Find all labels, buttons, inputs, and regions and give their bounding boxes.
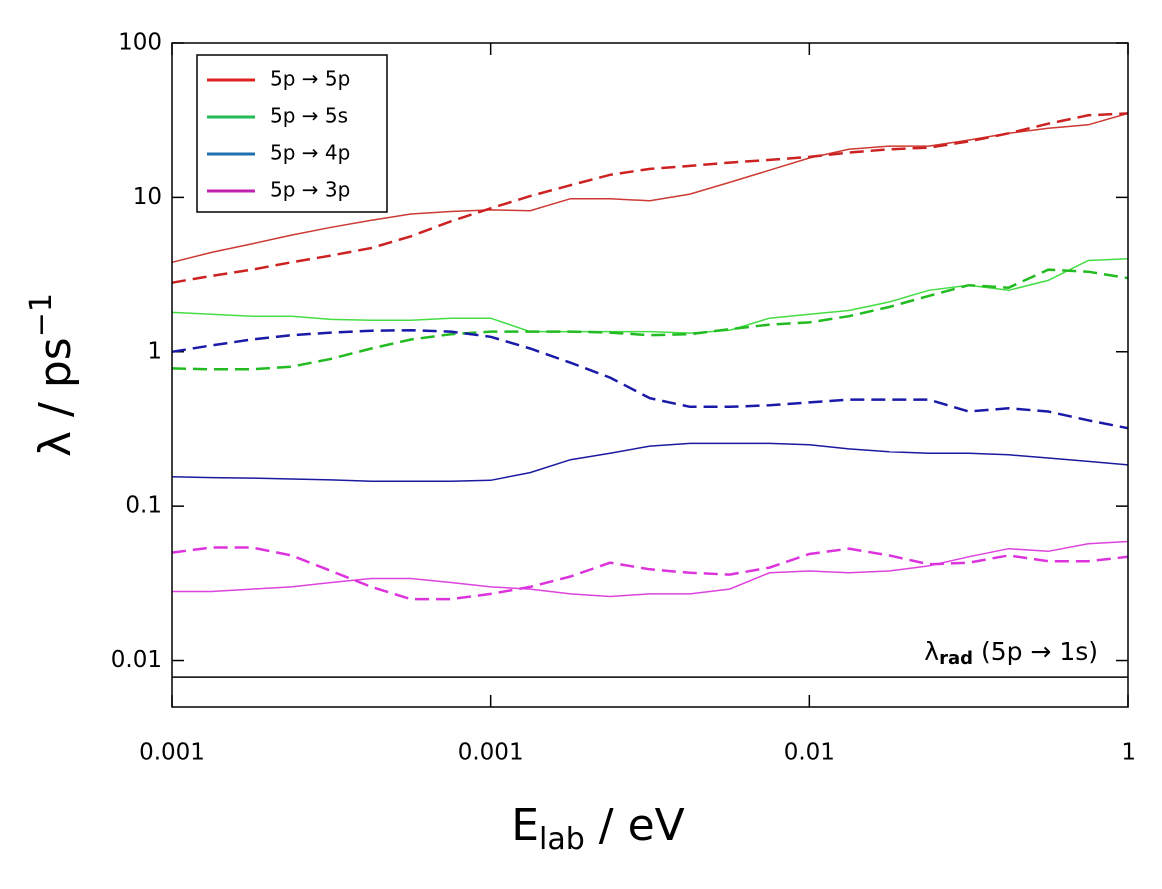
legend-label: 5p → 5s	[270, 104, 348, 128]
x-tick-label: 1	[1121, 740, 1136, 766]
solid-line	[172, 540, 1129, 598]
x-tick-label: 0.001	[458, 740, 524, 766]
solid-line	[171, 442, 1129, 482]
x-tick-label: 0.001	[139, 740, 205, 766]
y-tick-label: 10	[133, 184, 162, 210]
dashed-line	[171, 268, 1129, 371]
x-axis-label: Elab / eV	[511, 800, 685, 857]
annotation: λrad (5p → 1s)	[924, 637, 1098, 669]
legend-label: 5p → 3p	[270, 178, 350, 202]
y-tick-label: 100	[118, 30, 162, 56]
dashed-line	[171, 328, 1129, 430]
dashed-line	[171, 112, 1129, 284]
legend-label: 5p → 5p	[270, 67, 350, 91]
plot-frame	[171, 42, 1129, 708]
y-tick-label: 1	[147, 338, 162, 364]
y-axis-label: λ / ps−1	[24, 293, 82, 457]
legend-label: 5p → 4p	[270, 141, 350, 165]
y-tick-label: 0.01	[111, 647, 162, 673]
annotation-sub: rad	[939, 648, 973, 669]
annotation-main: λ	[924, 637, 939, 666]
y-tick-label: 0.1	[125, 493, 162, 519]
dashed-line	[171, 546, 1129, 601]
solid-line	[171, 112, 1129, 264]
annotation-rest: (5p → 1s)	[973, 637, 1098, 666]
x-tick-label: 0.01	[784, 740, 835, 766]
solid-line	[171, 258, 1129, 334]
